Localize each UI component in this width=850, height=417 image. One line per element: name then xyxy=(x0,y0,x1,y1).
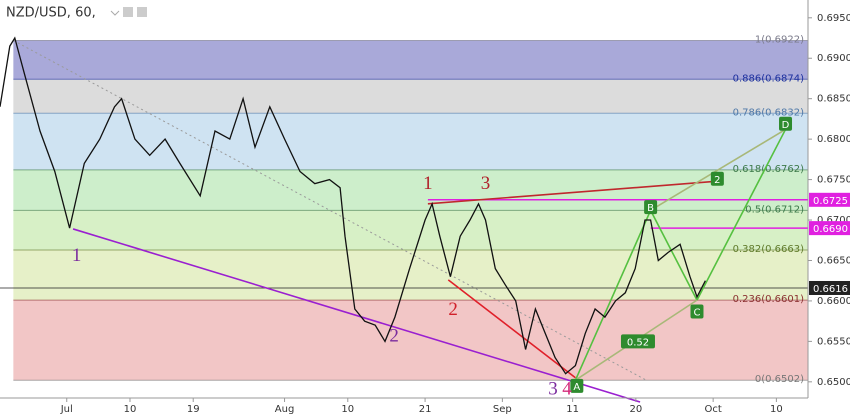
fib-label: 0.786(0.6832) xyxy=(733,107,805,118)
fib-label: 0(0.6502) xyxy=(755,374,804,385)
price-tag xyxy=(809,192,850,207)
fib-band xyxy=(13,210,809,250)
pattern-label: A xyxy=(573,382,580,393)
fib-label: 0.886(0.6874) xyxy=(733,73,805,84)
fib-band xyxy=(13,79,809,114)
y-tick-label: 0.6700 xyxy=(817,215,850,226)
wave-label: 2 xyxy=(389,326,399,347)
trend-line xyxy=(650,128,786,212)
y-tick-label: 0.6600 xyxy=(817,296,850,307)
trend-line xyxy=(696,129,787,301)
y-tick-label: 0.6900 xyxy=(817,53,850,64)
plot-area: 1(0.6922) 0.886(0.6874) 0.786(0.6832) 0.618… xyxy=(0,34,809,403)
fib-band xyxy=(13,169,809,211)
fib-band xyxy=(13,249,809,301)
price-tag xyxy=(809,280,850,295)
x-tick-label: Aug xyxy=(275,404,295,415)
fib-label: 1(0.6922) xyxy=(755,34,804,45)
y-tick-label: 0.6500 xyxy=(817,377,850,388)
wave-label: 3 xyxy=(481,173,491,194)
fib-band xyxy=(13,300,809,381)
settings-icon[interactable] xyxy=(123,7,133,17)
y-tick-label: 0.6750 xyxy=(817,175,850,186)
x-tick-label: Oct xyxy=(704,404,721,415)
price-tag-label: 0.6690 xyxy=(813,224,848,235)
dropdown-icon[interactable] xyxy=(110,10,120,16)
x-tick-label: 19 xyxy=(187,404,200,415)
pattern-label: 0.52 xyxy=(627,337,649,348)
fib-band xyxy=(13,40,809,80)
x-tick-label: 21 xyxy=(419,404,432,415)
wave-label: 2 xyxy=(448,299,458,320)
price-tag-label: 0.6725 xyxy=(813,196,848,207)
fib-label: 0.382(0.6663) xyxy=(733,244,805,255)
pattern-point xyxy=(779,116,793,131)
pattern-label: 2 xyxy=(714,175,720,186)
pattern-point xyxy=(570,378,584,393)
trend-line xyxy=(649,209,698,301)
x-tick-label: 10 xyxy=(341,404,354,415)
pattern-label: B xyxy=(647,203,654,214)
wave-label: 1 xyxy=(72,245,82,266)
settings-icon[interactable] xyxy=(137,7,147,17)
wave-label: 1 xyxy=(423,173,433,194)
y-tick-label: 0.6550 xyxy=(817,336,850,347)
pattern-label: D xyxy=(782,120,790,131)
price-tag-label: 0.6616 xyxy=(813,284,848,295)
price-tag xyxy=(809,221,850,236)
wave-label: 3 xyxy=(548,378,558,399)
pattern-point xyxy=(690,304,704,319)
fib-label: 0.236(0.6601) xyxy=(733,294,805,305)
trend-line xyxy=(574,210,652,381)
x-tick-label: Jul xyxy=(60,404,73,415)
pattern-point xyxy=(644,200,658,215)
price-line-series xyxy=(0,36,706,375)
x-tick-label: 11 xyxy=(566,404,579,415)
x-tick-label: 10 xyxy=(124,404,137,415)
pattern-point xyxy=(620,334,655,349)
trend-line xyxy=(427,180,718,205)
wave-label: 4 xyxy=(562,378,572,399)
y-tick-label: 0.6950 xyxy=(817,13,850,24)
x-tick-label: 10 xyxy=(770,404,783,415)
header-bg xyxy=(0,2,148,22)
trend-line xyxy=(72,228,641,403)
x-tick-label: Sep xyxy=(493,404,512,415)
pattern-label: C xyxy=(693,307,700,318)
x-tick-label: 20 xyxy=(629,404,642,415)
y-tick-label: 0.6850 xyxy=(817,94,850,105)
chart-title: NZD/USD, 60, xyxy=(6,6,96,21)
fib-label: 0.618(0.6762) xyxy=(733,164,805,175)
y-tick-label: 0.6650 xyxy=(817,255,850,266)
fib-band xyxy=(13,113,809,170)
pattern-point xyxy=(710,171,724,186)
trend-line xyxy=(447,279,576,379)
fib-label: 0.5(0.6712) xyxy=(745,204,804,215)
y-tick-label: 0.6800 xyxy=(817,134,850,145)
